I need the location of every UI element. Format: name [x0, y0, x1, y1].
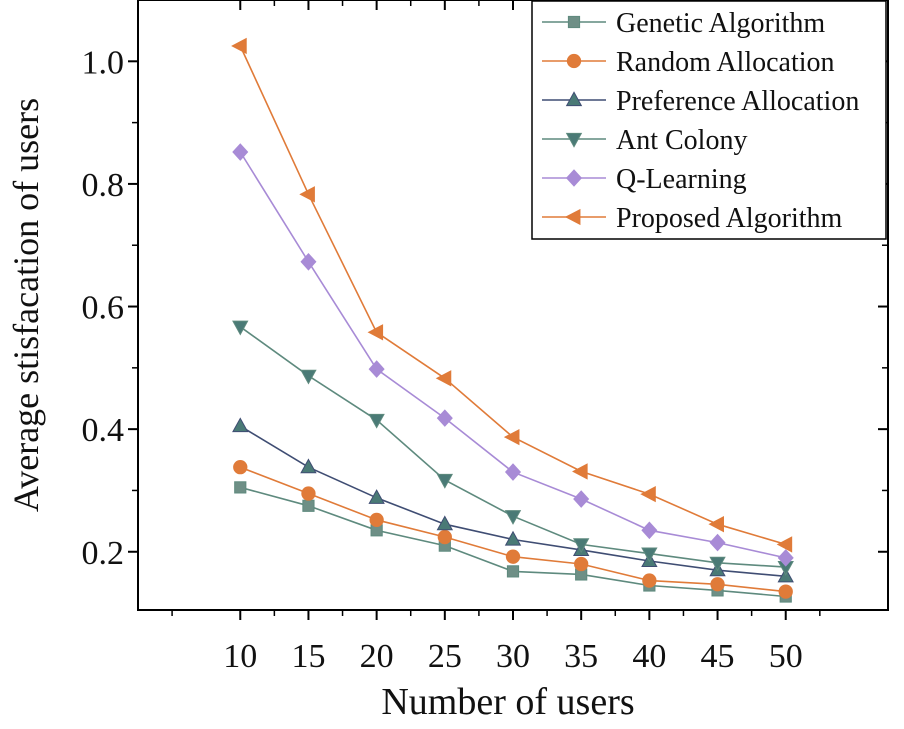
axis-ticks: 10 15 20 25 30 35 40 45 50 0.2 0.4 0.6 0.8 1.0 [82, 0, 888, 675]
data-point [233, 460, 248, 475]
series-layer [231, 37, 794, 603]
x-tick-label: 30 [496, 638, 530, 675]
data-point [776, 536, 793, 553]
data-point [505, 549, 521, 564]
data-point [708, 515, 724, 533]
data-point [437, 529, 452, 545]
data-point [368, 360, 385, 378]
y-tick-label: 0.6 [82, 290, 125, 327]
legend-label: Ant Colony [616, 125, 747, 156]
y-tick-label: 0.2 [82, 535, 125, 572]
x-tick-label: 50 [769, 638, 803, 675]
legend-label: Genetic Algorithm [616, 8, 825, 39]
data-point [301, 486, 316, 501]
legend-label: Q-Learning [616, 164, 747, 195]
x-tick-label: 40 [632, 638, 666, 675]
y-axis-title: Average stisfacation of users [6, 98, 46, 512]
legend-marker [566, 53, 582, 69]
legend-label: Random Allocation [616, 47, 835, 78]
data-point [642, 573, 657, 588]
legend-marker [565, 91, 583, 107]
data-point [640, 485, 656, 503]
series-5 [231, 37, 793, 553]
legend: Genetic Algorithm Random Allocation Prefer… [531, 0, 887, 240]
data-point [368, 413, 385, 429]
data-point [435, 370, 452, 387]
x-tick-label: 15 [291, 638, 325, 675]
data-point [232, 143, 249, 161]
data-point [504, 530, 522, 546]
data-point [709, 556, 726, 572]
series-3 [232, 320, 794, 576]
data-point [572, 538, 590, 554]
data-point [641, 521, 658, 540]
legend-marker [564, 208, 581, 226]
x-tick-label: 10 [223, 638, 257, 675]
data-point [778, 584, 793, 599]
x-tick-label: 45 [701, 638, 735, 675]
y-tick-label: 1.0 [82, 44, 125, 81]
data-point [436, 515, 454, 531]
data-point [232, 417, 249, 433]
data-point [302, 499, 315, 512]
data-point [504, 463, 522, 481]
legend-marker [567, 15, 581, 29]
legend-label: Preference Allocation [616, 86, 859, 117]
legend-marker [565, 169, 583, 187]
data-point [300, 458, 317, 474]
x-tick-label: 25 [428, 638, 462, 675]
data-point [503, 428, 520, 446]
data-point [710, 577, 725, 592]
data-point [641, 547, 658, 563]
legend-marker [565, 132, 583, 148]
data-point [436, 409, 453, 427]
data-point [574, 556, 589, 572]
data-point [299, 186, 315, 203]
legend-box [531, 0, 887, 240]
data-point [232, 320, 249, 336]
y-tick-label: 0.8 [82, 167, 125, 204]
data-point [436, 473, 454, 489]
data-point [504, 510, 522, 525]
data-point [234, 481, 247, 494]
x-tick-label: 35 [564, 638, 598, 675]
data-point [368, 489, 385, 504]
x-axis-title: Number of users [381, 681, 634, 723]
series-1 [233, 460, 793, 599]
data-point [369, 512, 384, 528]
data-point [506, 565, 520, 578]
data-point [572, 463, 588, 480]
series-2 [232, 417, 794, 583]
series-4 [232, 143, 794, 567]
data-point [231, 37, 247, 55]
legend-label: Proposed Algorithm [616, 203, 843, 234]
x-tick-label: 20 [360, 638, 394, 675]
data-point [573, 490, 590, 508]
data-point [300, 369, 317, 385]
data-point [367, 324, 384, 341]
data-point [777, 549, 794, 567]
data-point [300, 252, 317, 271]
data-point [709, 533, 726, 552]
y-tick-label: 0.4 [82, 412, 125, 449]
